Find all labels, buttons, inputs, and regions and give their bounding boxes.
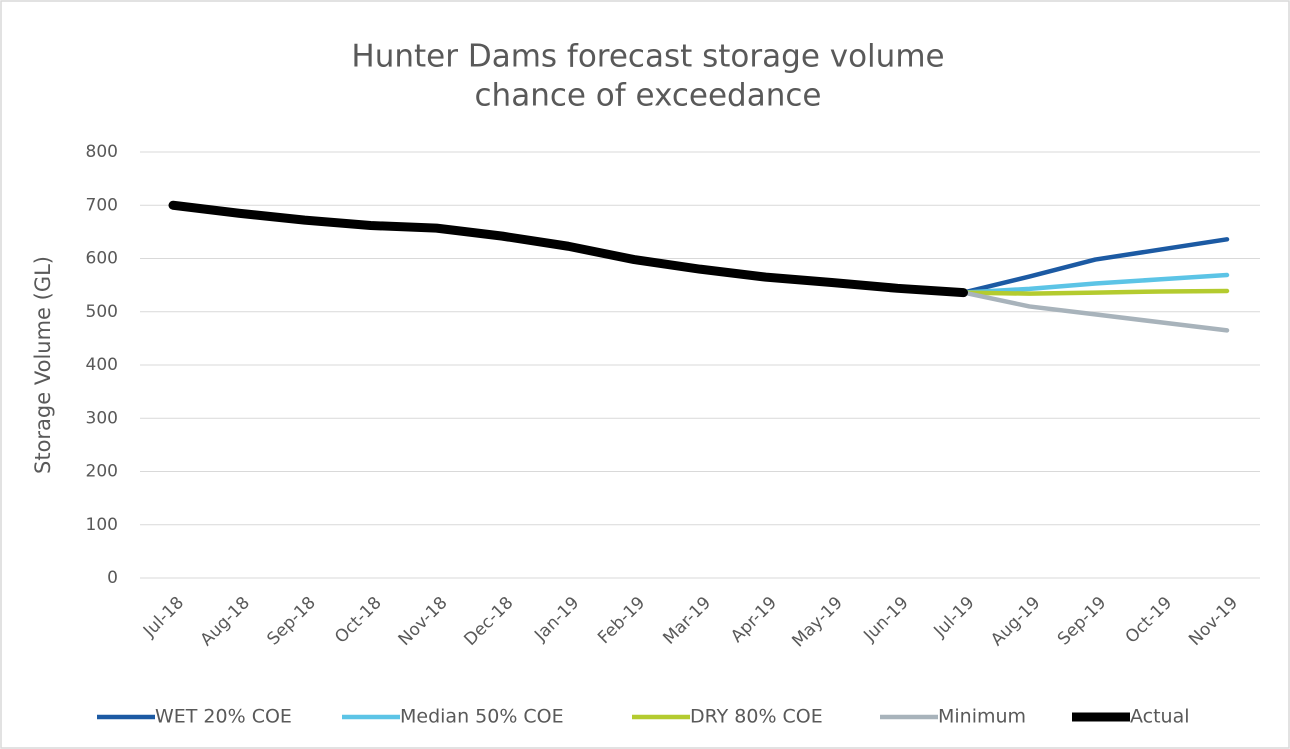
series-line [168,200,968,298]
y-axis-label: Storage Volume (GL) [31,256,55,474]
legend-label: DRY 80% COE [690,706,823,728]
y-tick-label: 300 [86,408,118,428]
chart-title: chance of exceedance [475,78,822,114]
series-line [961,237,1230,295]
series-line [961,288,1230,296]
legend-label: Actual [1130,706,1190,728]
y-tick-label: 800 [86,142,118,162]
series-line [961,272,1230,295]
y-tick-label: 100 [86,515,118,535]
chart-title: Hunter Dams forecast storage volume [351,39,944,75]
y-tick-label: 400 [86,355,118,375]
y-tick-label: 0 [107,568,118,588]
legend-label: Minimum [938,706,1026,728]
y-tick-label: 700 [86,195,118,215]
y-tick-label: 500 [86,302,118,322]
series-line [961,290,1230,333]
legend-label: Median 50% COE [400,706,564,728]
y-tick-label: 600 [86,249,118,269]
y-tick-label: 200 [86,462,118,482]
legend-label: WET 20% COE [155,706,292,728]
